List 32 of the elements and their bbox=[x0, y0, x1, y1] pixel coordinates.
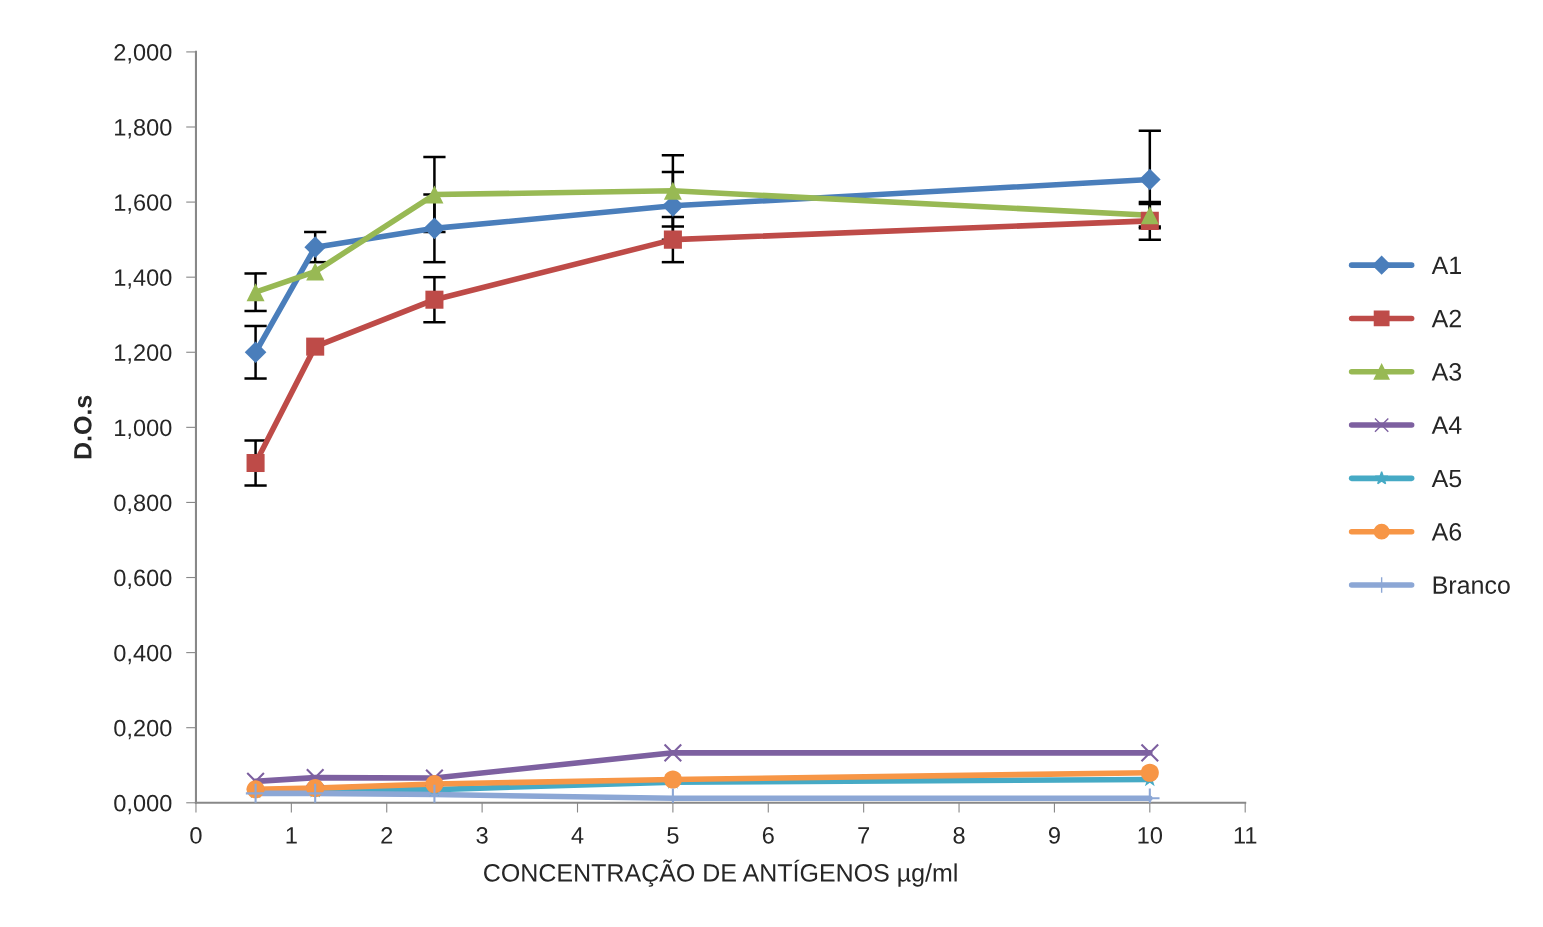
x-tick-label: 3 bbox=[476, 827, 488, 844]
y-tick-label: 1,400 bbox=[115, 269, 172, 289]
x-tick-label: 11 bbox=[1234, 827, 1257, 844]
y-tick-label: 0,400 bbox=[114, 644, 172, 665]
y-tick-label: 0,800 bbox=[114, 494, 172, 515]
legend-label: A2 bbox=[1431, 309, 1461, 328]
legend-label: A3 bbox=[1431, 363, 1462, 381]
legend-label: A6 bbox=[1431, 522, 1462, 541]
x-tick-label: 10 bbox=[1138, 827, 1163, 844]
y-axis-title: D.O.s bbox=[73, 395, 92, 459]
x-axis-title: CONCENTRAÇÃO DE ANTÍGENOS µg/ml bbox=[484, 859, 957, 887]
y-tick-label: 1,000 bbox=[115, 419, 172, 439]
x-tick-label: 8 bbox=[953, 827, 965, 844]
x-tick-label: 0 bbox=[190, 827, 202, 844]
legend-label: A5 bbox=[1431, 469, 1462, 488]
legend-label: Branco bbox=[1433, 576, 1510, 594]
legend-label: A1 bbox=[1431, 256, 1461, 274]
x-tick-label: 1 bbox=[286, 827, 297, 844]
x-tick-label: 6 bbox=[762, 827, 774, 844]
y-tick-label: 0,600 bbox=[114, 569, 172, 590]
y-tick-label: 1,600 bbox=[115, 194, 172, 214]
y-tick-label: 0,200 bbox=[114, 719, 172, 740]
x-tick-label: 4 bbox=[571, 827, 584, 844]
y-tick-label: 1,800 bbox=[115, 119, 172, 139]
x-tick-label: 2 bbox=[381, 827, 393, 844]
y-tick-label: 1,200 bbox=[115, 344, 172, 364]
y-tick-label: 2,000 bbox=[114, 43, 172, 64]
legend-label: A4 bbox=[1431, 416, 1462, 434]
y-tick-label: 0,000 bbox=[114, 794, 172, 815]
x-tick-label: 9 bbox=[1048, 827, 1060, 844]
x-tick-label: 7 bbox=[858, 827, 870, 844]
x-tick-label: 5 bbox=[667, 827, 679, 844]
